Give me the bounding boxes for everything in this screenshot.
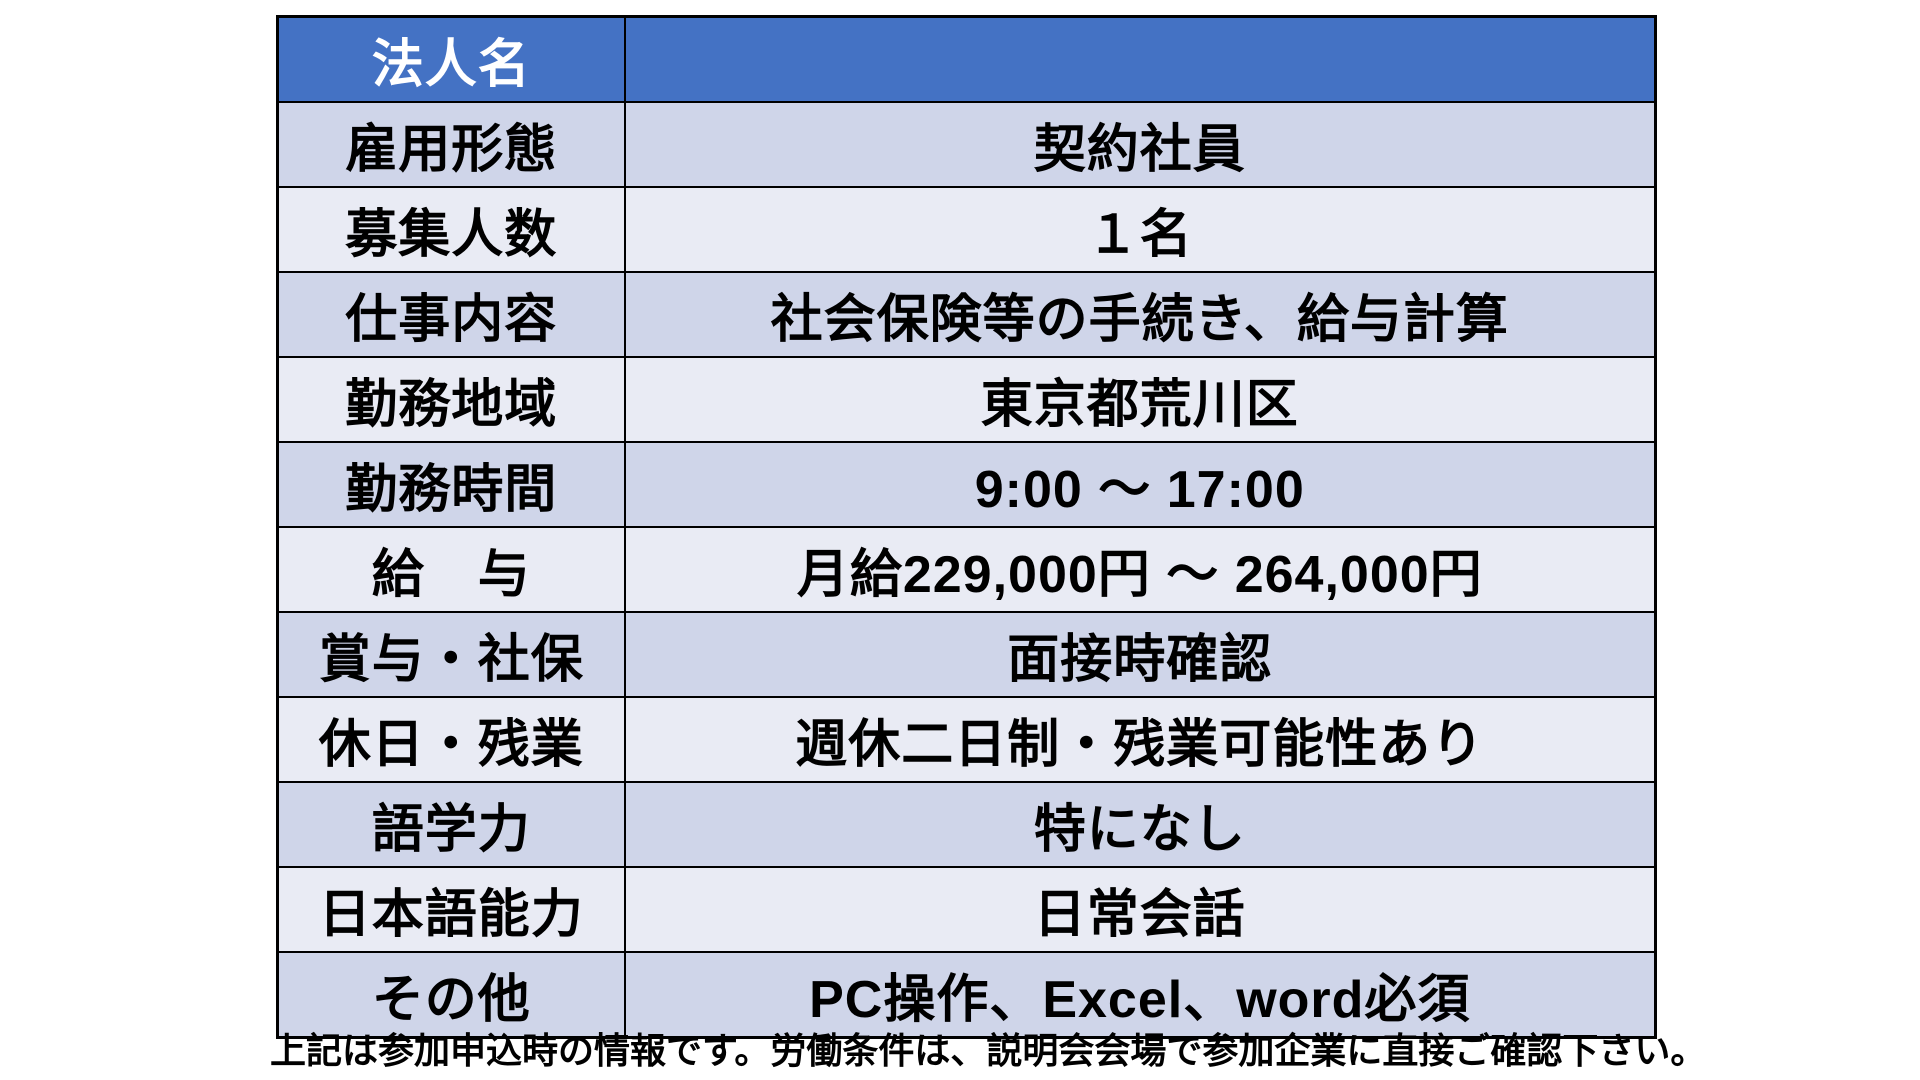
table-row-job-description: 仕事内容 社会保険等の手続き、給与計算 (276, 271, 1657, 358)
row-label: 語学力 (276, 781, 626, 868)
row-label: 募集人数 (276, 186, 626, 273)
row-value: 面接時確認 (623, 611, 1657, 698)
row-value: 9:00 ～ 17:00 (623, 441, 1657, 528)
row-value: 日常会話 (623, 866, 1657, 953)
table-row-salary: 給 与 月給229,000円 ～ 264,000円 (276, 526, 1657, 613)
row-label: 仕事内容 (276, 271, 626, 358)
table-row-positions: 募集人数 １名 (276, 186, 1657, 273)
table-row-employment-type: 雇用形態 契約社員 (276, 101, 1657, 188)
row-label: 賞与・社保 (276, 611, 626, 698)
table-row-bonus-insurance: 賞与・社保 面接時確認 (276, 611, 1657, 698)
row-value: 東京都荒川区 (623, 356, 1657, 443)
row-label: 日本語能力 (276, 866, 626, 953)
row-label: 勤務地域 (276, 356, 626, 443)
header-value-cell (623, 15, 1657, 103)
table-row-work-hours: 勤務時間 9:00 ～ 17:00 (276, 441, 1657, 528)
job-info-table: 法人名 雇用形態 契約社員 募集人数 １名 仕事内容 社会保険等の手続き、給与計… (276, 15, 1657, 1039)
table-header-row: 法人名 (276, 15, 1657, 103)
table-row-japanese-ability: 日本語能力 日常会話 (276, 866, 1657, 953)
table-row-other: その他 PC操作、Excel、word必須 (276, 951, 1657, 1039)
header-label-corporate-name: 法人名 (276, 15, 626, 103)
table-row-work-location: 勤務地域 東京都荒川区 (276, 356, 1657, 443)
table-row-language-skill: 語学力 特になし (276, 781, 1657, 868)
row-value: 特になし (623, 781, 1657, 868)
row-label: 勤務時間 (276, 441, 626, 528)
footer-disclaimer: 上記は参加申込時の情報です。労働条件は、説明会会場で参加企業に直接ご確認下さい。 (270, 1030, 1707, 1071)
row-value: 契約社員 (623, 101, 1657, 188)
row-label: 休日・残業 (276, 696, 626, 783)
row-label: 雇用形態 (276, 101, 626, 188)
row-value: 社会保険等の手続き、給与計算 (623, 271, 1657, 358)
row-value: 月給229,000円 ～ 264,000円 (623, 526, 1657, 613)
row-value: PC操作、Excel、word必須 (623, 951, 1657, 1039)
row-value: 週休二日制・残業可能性あり (623, 696, 1657, 783)
row-value: １名 (623, 186, 1657, 273)
row-label: その他 (276, 951, 626, 1039)
table-row-holidays-overtime: 休日・残業 週休二日制・残業可能性あり (276, 696, 1657, 783)
row-label: 給 与 (276, 526, 626, 613)
